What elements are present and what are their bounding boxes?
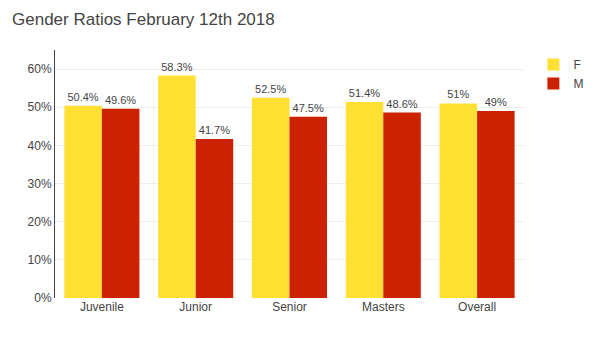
svg-text:F: F — [573, 58, 580, 72]
svg-text:Gender Ratios February 12th 20: Gender Ratios February 12th 2018 — [12, 10, 275, 29]
svg-text:Masters: Masters — [362, 300, 405, 314]
svg-text:20%: 20% — [28, 215, 52, 229]
svg-text:50.4%: 50.4% — [67, 91, 98, 103]
svg-text:48.6%: 48.6% — [386, 98, 417, 110]
svg-text:40%: 40% — [28, 139, 52, 153]
svg-text:M: M — [573, 77, 583, 91]
svg-text:0%: 0% — [34, 291, 52, 305]
svg-text:58.3%: 58.3% — [161, 61, 192, 73]
svg-text:41.7%: 41.7% — [199, 124, 230, 136]
svg-text:60%: 60% — [28, 62, 52, 76]
svg-text:49%: 49% — [485, 96, 507, 108]
svg-text:51%: 51% — [447, 88, 469, 100]
svg-text:Overall: Overall — [458, 300, 496, 314]
svg-text:51.4%: 51.4% — [349, 87, 380, 99]
svg-text:10%: 10% — [28, 253, 52, 267]
svg-text:47.5%: 47.5% — [293, 102, 324, 114]
svg-text:52.5%: 52.5% — [255, 83, 286, 95]
svg-text:49.6%: 49.6% — [105, 94, 136, 106]
svg-text:30%: 30% — [28, 177, 52, 191]
svg-text:Juvenile: Juvenile — [80, 300, 124, 314]
svg-text:Junior: Junior — [179, 300, 212, 314]
svg-text:50%: 50% — [28, 100, 52, 114]
svg-text:Senior: Senior — [272, 300, 307, 314]
